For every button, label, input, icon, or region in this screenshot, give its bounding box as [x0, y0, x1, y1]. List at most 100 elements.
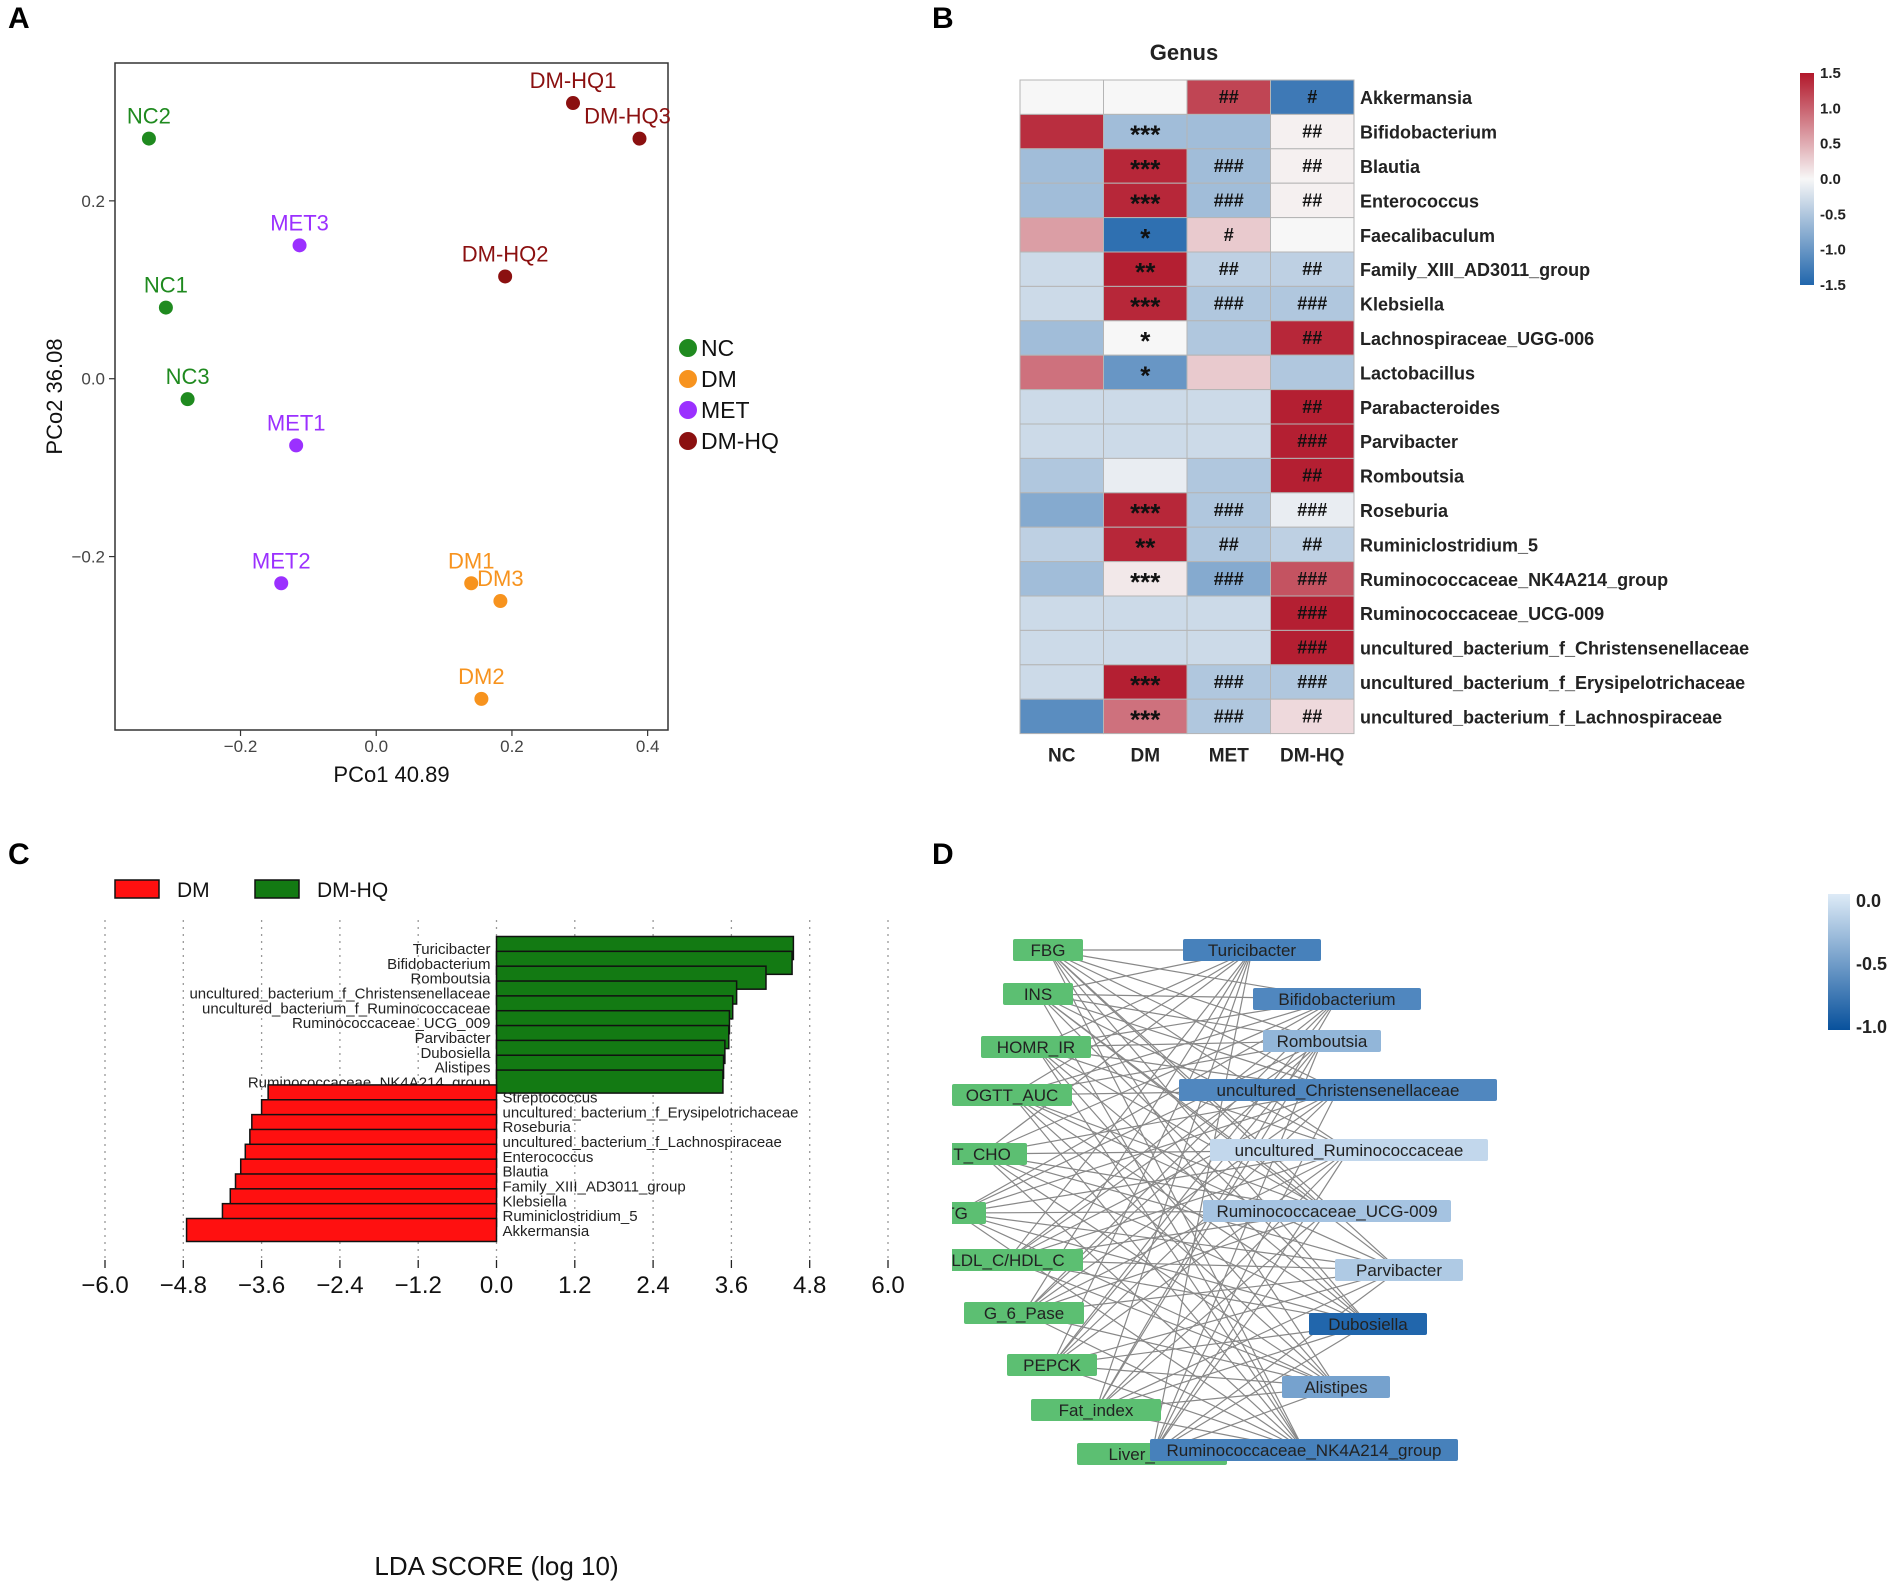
heat-cell [1103, 595, 1188, 631]
network-edge [955, 1212, 1337, 1388]
network-node-fat-index [1031, 1399, 1161, 1421]
point-label-dm1: DM1 [448, 548, 494, 573]
heat-cell-annotation: # [1224, 225, 1234, 245]
heat-cell [1019, 389, 1104, 425]
network-node-label: Ruminococcaceae_UCG-009 [1216, 1202, 1437, 1221]
lda-bar-label: Family_XIII_AD3011_group [503, 1178, 686, 1195]
heat-cell [1103, 664, 1188, 700]
network-node-label: G_6_Pase [984, 1304, 1064, 1323]
network-edge [1007, 1259, 1337, 1388]
heat-cell [1019, 354, 1104, 391]
heat-row-label: Lactobacillus [1360, 363, 1475, 383]
heat-row-label: Romboutsia [1360, 467, 1465, 487]
heat-row-label: Family_XIII_AD3011_group [1360, 260, 1590, 280]
network-node-label: PEPCK [1023, 1356, 1081, 1375]
network-node-ruminococcaceae-ucg-009 [1203, 1200, 1451, 1222]
network-node-label: Turicibacter [1208, 941, 1297, 960]
network-node-label: Alistipes [1304, 1378, 1367, 1397]
legend-marker-nc [679, 339, 697, 357]
heat-cell [1019, 561, 1104, 597]
heat-cell-annotation: ## [1302, 190, 1322, 210]
network-edge [1047, 949, 1350, 1151]
heat-cell-annotation: *** [1130, 292, 1161, 322]
colorbar-tick-label: -1.5 [1820, 277, 1846, 294]
point-label-nc2: NC2 [127, 104, 171, 129]
network-node-label: HOMR_IR [997, 1038, 1075, 1057]
point-label-dm3: DM3 [477, 566, 523, 591]
network-edge [1007, 949, 1253, 1261]
heat-cell [1019, 217, 1104, 253]
heat-cell [1270, 664, 1355, 700]
point-label-met1: MET1 [267, 410, 326, 435]
heat-row-label: Blautia [1360, 157, 1421, 177]
heat-cell-annotation: * [1140, 360, 1151, 390]
heat-cell [1270, 561, 1355, 597]
network-edge [1095, 1040, 1323, 1411]
network-node-label: FBG [1031, 941, 1066, 960]
lda-bar-label: Akkermansia [503, 1223, 590, 1240]
network-edge [1151, 1269, 1400, 1455]
network-edge [1023, 1089, 1339, 1314]
heat-cell [1186, 698, 1271, 735]
heat-cell-annotation: ### [1214, 190, 1244, 210]
heat-cell [1186, 423, 1271, 459]
network-edge [1051, 1089, 1339, 1366]
network-edge [1051, 1149, 1350, 1366]
network-edge [981, 1153, 1305, 1451]
network-node-label: Bifidobacterium [1278, 990, 1395, 1009]
network-edge [981, 1153, 1337, 1388]
network-node-label: OGTT_AUC [966, 1086, 1059, 1105]
x-tick-label: 0.2 [500, 737, 524, 756]
heat-cell-annotation: ## [1302, 259, 1322, 279]
heat-cell [1186, 389, 1271, 425]
legend-label-met: MET [701, 397, 750, 423]
plot-frame [114, 62, 669, 731]
heat-cell [1186, 182, 1271, 219]
heat-cell [1019, 595, 1104, 631]
legend-label-nc: NC [701, 335, 734, 361]
heat-cell-annotation: ### [1297, 431, 1327, 451]
point-met3 [292, 238, 307, 253]
point-dm3 [493, 594, 508, 609]
heat-cell-annotation: *** [1130, 154, 1161, 184]
heat-cell [1186, 664, 1271, 700]
x-tick-label: 3.6 [715, 1272, 748, 1299]
network-edge [1047, 949, 1369, 1325]
point-dm-hq3 [632, 131, 647, 146]
heat-cell-annotation: ### [1297, 672, 1327, 692]
heat-cell [1103, 561, 1188, 597]
network-node-label: Fat_index [1059, 1401, 1134, 1420]
heat-row-label: Parvibacter [1360, 432, 1458, 452]
network-node-label: Ruminococcaceae_NK4A214_group [1166, 1441, 1441, 1460]
heat-cell-annotation: ** [1135, 532, 1156, 562]
heat-cell [1186, 148, 1271, 184]
heat-row-label: Enterococcus [1360, 191, 1479, 211]
x-tick-label: −6.0 [81, 1272, 128, 1299]
heat-cell [1270, 251, 1355, 287]
point-dm-hq2 [498, 269, 513, 284]
heat-cell [1186, 113, 1271, 150]
x-tick-label: 0.4 [636, 737, 660, 756]
heat-cell-annotation: ### [1297, 294, 1327, 314]
heat-cell [1270, 285, 1355, 322]
network-node-label: T_CHO [953, 1145, 1011, 1164]
network-node-label: Parvibacter [1356, 1261, 1442, 1280]
heat-cell-annotation: *** [1130, 498, 1161, 528]
x-tick-label: 4.8 [793, 1272, 826, 1299]
heat-cell [1103, 423, 1188, 459]
heat-cell-annotation: ### [1297, 603, 1327, 623]
lda-bar-label: Blautia [503, 1164, 550, 1181]
network-edge [1037, 993, 1339, 1091]
y-tick-label: −0.2 [71, 548, 105, 567]
x-tick-label: 1.2 [558, 1272, 591, 1299]
heat-row-label: Roseburia [1360, 501, 1449, 521]
lda-bar-label: Turicibacter [413, 941, 491, 958]
colorbar-tick-label: 0.0 [1856, 891, 1881, 911]
network-edge [1007, 1089, 1339, 1261]
point-label-dm-hq2: DM-HQ2 [462, 241, 549, 266]
point-dm-hq1 [566, 96, 581, 111]
network-node-romboutsia [1263, 1030, 1381, 1052]
x-tick-label: −3.6 [238, 1272, 285, 1299]
heat-cell-annotation: ### [1214, 500, 1244, 520]
network-edge [1151, 1040, 1323, 1455]
